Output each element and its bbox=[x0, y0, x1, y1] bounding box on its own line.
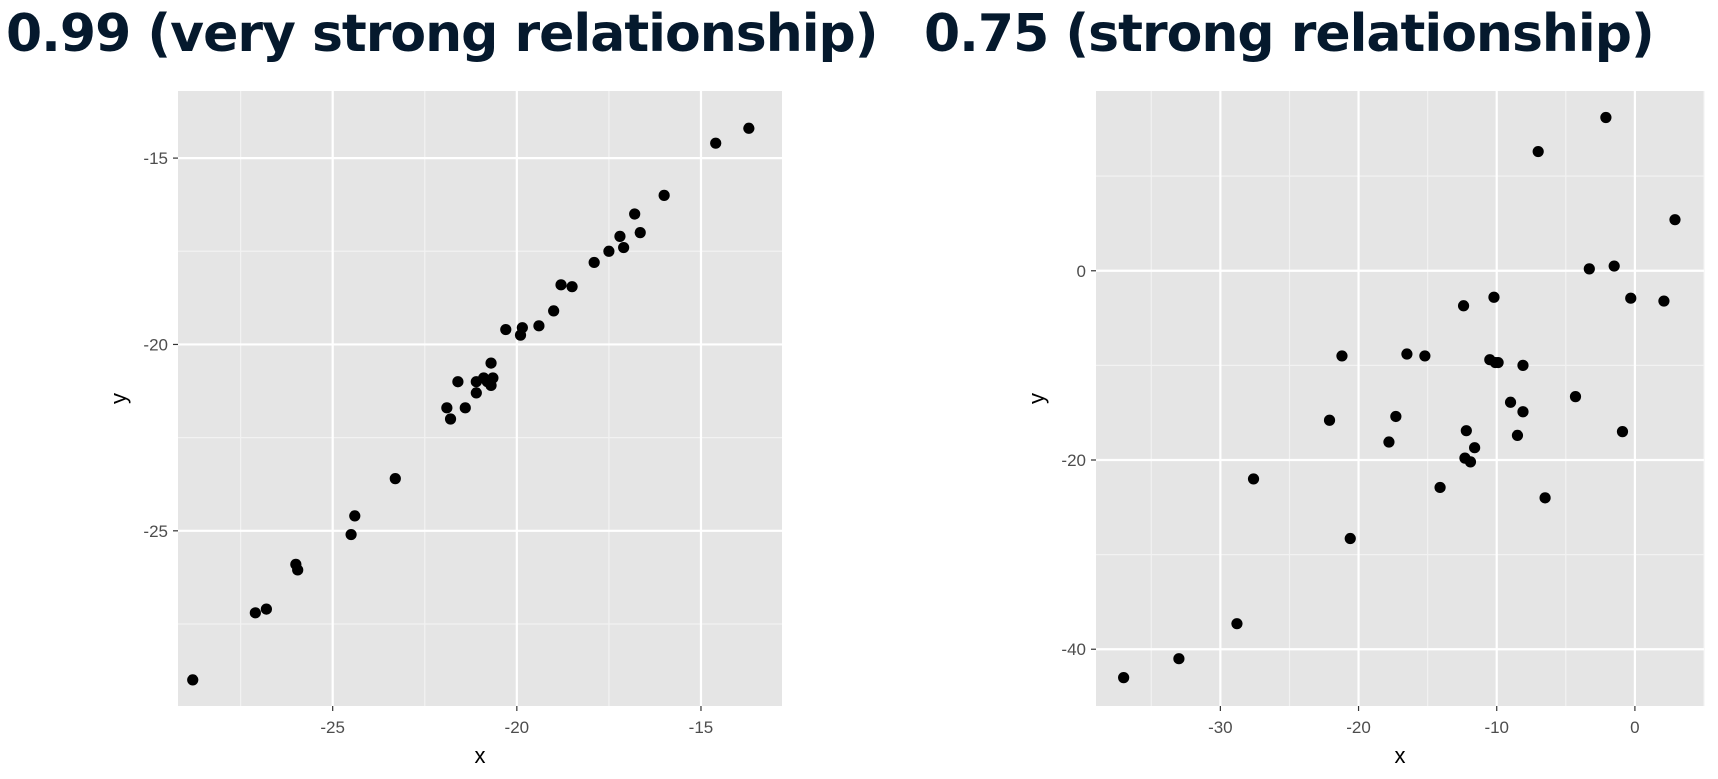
data-point bbox=[1488, 291, 1500, 303]
data-point bbox=[345, 528, 357, 541]
x-tick-label: -15 bbox=[689, 718, 714, 737]
data-point bbox=[470, 387, 482, 399]
data-point bbox=[555, 279, 567, 291]
x-tick-label: -25 bbox=[320, 718, 345, 737]
data-point bbox=[1247, 473, 1260, 485]
data-point bbox=[634, 227, 646, 239]
data-point bbox=[1173, 653, 1185, 665]
data-point bbox=[1583, 263, 1595, 275]
data-point bbox=[1419, 350, 1431, 362]
x-tick-label: 0 bbox=[1630, 718, 1639, 737]
data-point bbox=[566, 281, 578, 293]
y-tick-label: -40 bbox=[1061, 640, 1086, 659]
data-point bbox=[1323, 414, 1336, 426]
data-point bbox=[658, 189, 670, 201]
data-point bbox=[485, 357, 497, 369]
data-point bbox=[629, 208, 641, 220]
data-point bbox=[1390, 410, 1402, 423]
y-tick-label: -15 bbox=[143, 149, 168, 168]
data-point bbox=[1469, 442, 1481, 454]
data-point bbox=[389, 473, 401, 485]
data-point bbox=[500, 323, 512, 336]
plot-background bbox=[1096, 91, 1704, 706]
data-point bbox=[249, 607, 261, 619]
y-axis-title: y bbox=[106, 393, 131, 404]
data-point bbox=[260, 603, 272, 615]
data-point bbox=[1539, 492, 1551, 504]
scatter-panel-right: -30 -20 -10 0 -40 -20 0 x y bbox=[1024, 91, 1705, 768]
data-point bbox=[1118, 672, 1130, 684]
chart-title-left: 0.99 (very strong relationship) bbox=[6, 4, 879, 64]
data-point bbox=[1517, 359, 1529, 371]
data-point bbox=[1511, 429, 1524, 441]
data-point bbox=[533, 320, 545, 332]
data-point bbox=[1608, 260, 1620, 272]
data-point bbox=[1460, 425, 1472, 437]
data-point bbox=[1625, 292, 1637, 304]
data-point bbox=[1401, 348, 1413, 360]
x-axis-title: x bbox=[475, 743, 486, 768]
data-point bbox=[1569, 391, 1582, 403]
data-point bbox=[452, 376, 464, 388]
data-point bbox=[1231, 618, 1243, 630]
data-point bbox=[1616, 426, 1629, 438]
data-point bbox=[1383, 436, 1395, 448]
data-point bbox=[1434, 481, 1446, 494]
plot-background bbox=[178, 91, 782, 706]
y-tick-label: 0 bbox=[1077, 262, 1086, 281]
data-point bbox=[1658, 295, 1670, 307]
data-point bbox=[743, 122, 755, 134]
data-point bbox=[1336, 350, 1348, 362]
data-point bbox=[710, 137, 722, 149]
x-tick-label: -10 bbox=[1484, 718, 1509, 737]
data-point bbox=[349, 510, 361, 522]
scatter-panel-left: -25 -20 -15 -25 -20 -15 x y bbox=[106, 91, 782, 768]
x-tick-label: -30 bbox=[1208, 718, 1233, 737]
data-point bbox=[441, 402, 453, 414]
data-point bbox=[444, 413, 457, 425]
data-point bbox=[487, 372, 499, 384]
data-point bbox=[1464, 456, 1477, 468]
data-point bbox=[1517, 406, 1529, 418]
x-tick-label: -20 bbox=[505, 718, 530, 737]
y-axis-title: y bbox=[1024, 393, 1049, 404]
data-point bbox=[1344, 532, 1356, 545]
data-point bbox=[603, 245, 615, 257]
data-point bbox=[516, 322, 528, 334]
data-point bbox=[548, 305, 560, 317]
data-point bbox=[614, 230, 626, 242]
data-point bbox=[618, 241, 630, 254]
data-point bbox=[292, 564, 304, 576]
data-point bbox=[1532, 145, 1544, 158]
data-point bbox=[459, 402, 471, 414]
x-axis-title: x bbox=[1395, 743, 1406, 768]
x-tick-label: -20 bbox=[1346, 718, 1371, 737]
data-point bbox=[1504, 396, 1517, 408]
chart-title-right: 0.75 (strong relationship) bbox=[924, 4, 1655, 64]
data-point bbox=[588, 256, 600, 269]
y-tick-label: -20 bbox=[1061, 451, 1086, 470]
data-point bbox=[187, 674, 199, 686]
data-point bbox=[1600, 111, 1612, 124]
data-point bbox=[1457, 300, 1470, 312]
y-tick-label: -20 bbox=[143, 335, 168, 354]
data-point bbox=[1492, 356, 1504, 369]
data-point bbox=[1669, 214, 1681, 226]
y-tick-label: -25 bbox=[143, 522, 168, 541]
